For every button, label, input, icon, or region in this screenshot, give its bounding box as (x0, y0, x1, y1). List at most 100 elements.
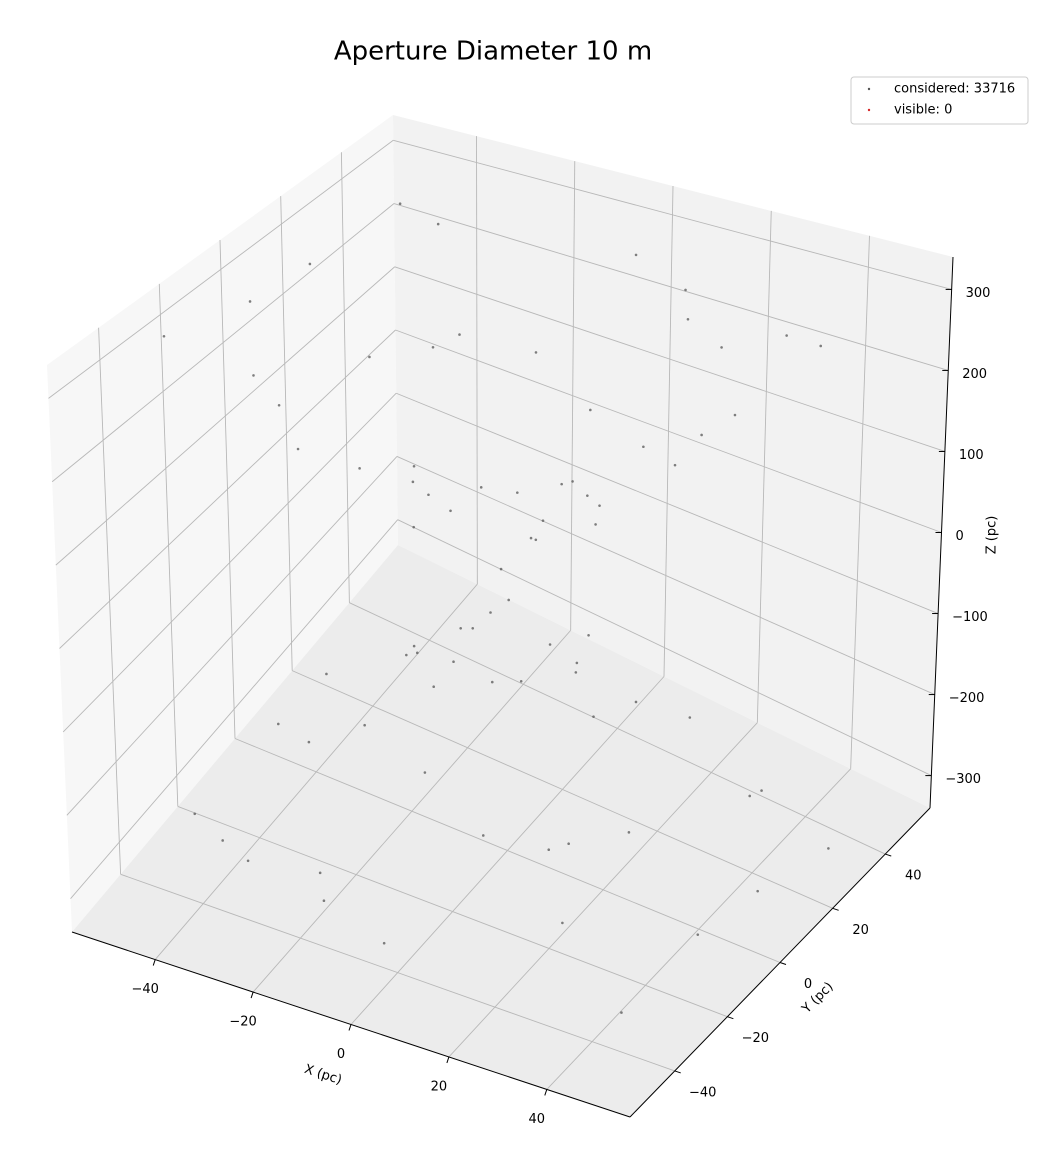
star-point (248, 300, 252, 303)
grid-line (62, 392, 397, 733)
star-point (405, 653, 408, 657)
star-point (412, 644, 416, 648)
grid-line (395, 329, 942, 533)
tick-mark (832, 907, 839, 911)
star-point (452, 660, 455, 663)
star-point (785, 334, 788, 337)
z-tick-label: −300 (945, 772, 981, 787)
star-point (547, 848, 551, 852)
star-point (479, 486, 483, 489)
star-point (423, 771, 427, 774)
star-point (620, 1011, 623, 1014)
star-point (519, 679, 523, 683)
grid-line (349, 602, 886, 855)
tick-mark (674, 1070, 681, 1074)
star-point (412, 525, 415, 529)
star-point (574, 671, 578, 674)
star-point (307, 740, 311, 744)
z-tick-label: −100 (952, 610, 988, 625)
star-point (507, 598, 510, 602)
grid-line (55, 266, 396, 566)
star-point (575, 661, 579, 665)
star-point (276, 722, 280, 726)
star-point (688, 716, 692, 719)
y-tick-label: −20 (742, 1031, 769, 1046)
star-point (594, 523, 597, 526)
x-tick-label: −20 (229, 1015, 256, 1030)
star-point (696, 933, 700, 936)
chart-title: Aperture Diameter 10 m (334, 37, 652, 67)
star-point (427, 493, 430, 497)
star-point (673, 463, 677, 467)
tick-mark (348, 1024, 352, 1031)
star-point (162, 334, 166, 338)
star-point (296, 447, 300, 451)
star-point (358, 467, 361, 470)
x-axis-line (71, 931, 631, 1118)
star-point (415, 651, 419, 655)
star-point (589, 408, 592, 412)
pane-back (393, 115, 953, 808)
star-point (398, 202, 402, 206)
y-tick-label: −40 (689, 1085, 716, 1100)
star-point (516, 491, 519, 494)
legend-marker (867, 108, 871, 112)
grid-line (234, 738, 781, 963)
star-point (489, 611, 492, 614)
star-point (411, 480, 415, 484)
star-point (561, 921, 564, 925)
star-point (368, 355, 371, 359)
star-point (458, 333, 461, 336)
star-point (412, 464, 416, 468)
grid-line (177, 805, 728, 1018)
star-point (560, 482, 563, 486)
tick-mark (779, 962, 787, 965)
grid-line (394, 266, 946, 452)
star-point (382, 941, 386, 945)
grid-line (51, 203, 395, 483)
star-point (534, 351, 538, 354)
grid-line (393, 139, 952, 290)
star-point (252, 374, 255, 377)
star-point (592, 715, 595, 718)
y-tick-label: 20 (852, 923, 869, 938)
grid-line (120, 873, 675, 1072)
star-point (541, 519, 545, 522)
star-point (432, 685, 435, 689)
x-tick-label: 40 (529, 1112, 546, 1127)
tick-mark (446, 1056, 450, 1064)
legend-marker (867, 87, 871, 91)
star-point (760, 789, 763, 792)
star-point (756, 889, 759, 893)
star-point (322, 899, 326, 903)
star-point (720, 346, 723, 349)
legend: considered: 33716 visible: 0 (850, 76, 1029, 125)
tick-mark (152, 959, 156, 966)
star-point (587, 633, 590, 637)
star-point (586, 494, 589, 497)
tick-mark (885, 853, 892, 857)
grid-line (59, 329, 396, 649)
grid-line (70, 519, 399, 899)
x-tick-label: −40 (131, 982, 158, 997)
star-point (471, 626, 475, 630)
y-tick-label: 0 (804, 977, 812, 992)
legend-label: visible: 0 (894, 103, 952, 118)
tick-mark (544, 1089, 548, 1096)
tick-mark (727, 1016, 734, 1020)
star-point (318, 871, 322, 875)
legend-frame (850, 76, 1029, 125)
star-point (246, 859, 250, 863)
legend-label: considered: 33716 (894, 82, 1015, 97)
x-tick-label: 0 (337, 1047, 345, 1062)
star-point (534, 538, 538, 542)
y-axis-line (629, 807, 931, 1118)
star-point (363, 723, 366, 727)
pane-left (47, 115, 398, 932)
star-point (449, 509, 452, 513)
grid-line (397, 519, 932, 776)
star-point (499, 567, 503, 571)
star-point (684, 288, 687, 292)
star-point (308, 262, 312, 266)
star-point (634, 700, 638, 704)
